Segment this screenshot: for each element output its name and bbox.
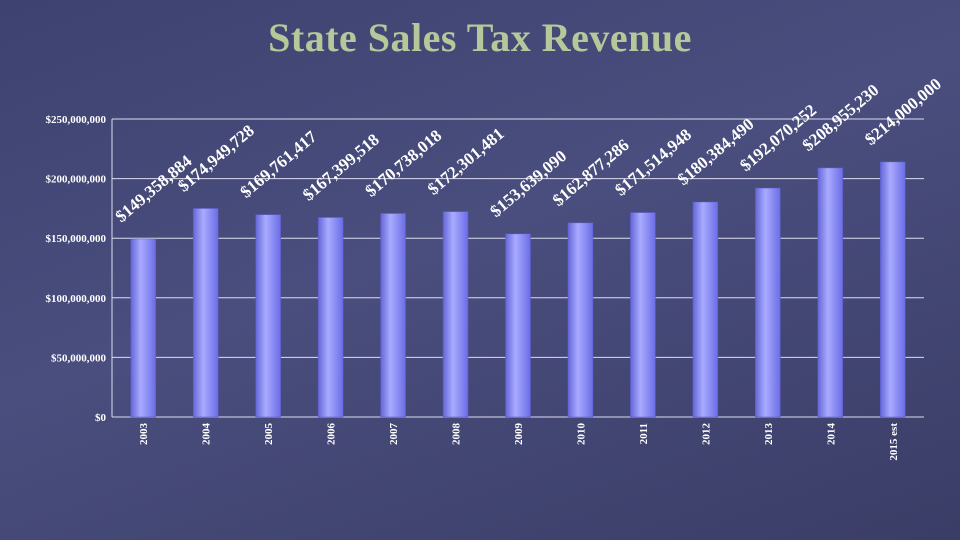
bar — [567, 222, 594, 418]
data-label: $162,877,286 — [549, 135, 633, 210]
bar — [505, 233, 531, 418]
y-tick-label: $150,000,000 — [46, 233, 107, 245]
x-tick-label: 2009 — [513, 423, 525, 446]
bar — [442, 211, 469, 418]
data-label: $153,639,090 — [486, 146, 570, 221]
data-label: $180,384,490 — [674, 114, 758, 189]
chart-title: State Sales Tax Revenue — [268, 15, 692, 60]
x-tick-label: 2003 — [138, 423, 150, 446]
y-tick-label: $50,000,000 — [51, 352, 107, 364]
bar — [755, 187, 781, 418]
bar — [817, 167, 844, 418]
x-tick-label: 2012 — [700, 423, 712, 446]
bar — [380, 213, 406, 418]
x-tick-label: 2013 — [763, 423, 775, 446]
bar — [255, 214, 281, 418]
bar — [192, 208, 219, 418]
x-tick-label: 2006 — [326, 423, 338, 446]
bar — [692, 201, 719, 418]
x-tick-label: 2005 — [263, 423, 275, 446]
x-tick-label: 2004 — [201, 423, 213, 446]
x-tick-label: 2014 — [825, 423, 837, 446]
bar — [630, 212, 656, 418]
y-tick-label: $200,000,000 — [46, 174, 107, 186]
bar — [130, 238, 156, 418]
bar — [880, 161, 906, 418]
y-tick-label: $250,000,000 — [46, 114, 107, 126]
x-tick-label: 2007 — [388, 423, 400, 446]
x-tick-label: 2015 est — [888, 423, 900, 461]
x-tick-label: 2010 — [575, 423, 587, 446]
x-tick-label: 2008 — [451, 423, 463, 446]
y-tick-label: $100,000,000 — [46, 293, 107, 305]
x-tick-label: 2011 — [638, 423, 650, 444]
data-label: $171,514,948 — [611, 125, 695, 200]
y-tick-label: $0 — [95, 412, 107, 424]
bar — [317, 217, 344, 418]
